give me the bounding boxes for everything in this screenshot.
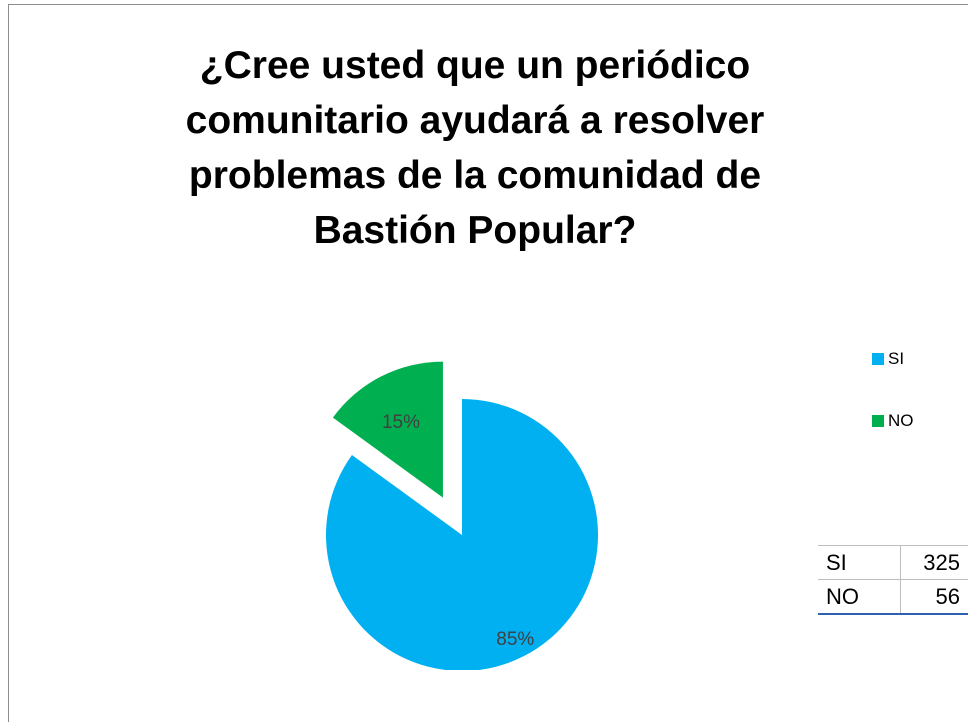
chart-frame bbox=[8, 4, 968, 722]
legend-label-si: SI bbox=[888, 349, 905, 368]
table-cell-value: 325 bbox=[899, 545, 968, 580]
chart-title: ¿Cree usted que un periódico comunitario… bbox=[185, 44, 765, 252]
legend-item-no: NO bbox=[872, 410, 914, 432]
chart-legend: SI NO bbox=[872, 348, 914, 472]
data-label-si: 85% bbox=[496, 629, 534, 650]
table-cell-label: SI bbox=[818, 545, 901, 580]
legend-swatch-si bbox=[872, 353, 884, 365]
pie-slice-si bbox=[326, 399, 598, 670]
legend-swatch-no bbox=[872, 415, 884, 427]
legend-item-si: SI bbox=[872, 348, 914, 370]
table-cell-label: NO bbox=[818, 579, 901, 615]
data-table: SI 325 NO 56 bbox=[818, 545, 968, 615]
legend-label-no: NO bbox=[888, 411, 914, 430]
table-cell-value: 56 bbox=[899, 579, 968, 615]
table-row: NO 56 bbox=[818, 579, 968, 615]
pie-chart: 85% 15% bbox=[326, 361, 598, 670]
pie-slice-no bbox=[332, 361, 443, 498]
table-row: SI 325 bbox=[818, 545, 968, 580]
data-label-no: 15% bbox=[382, 412, 420, 433]
